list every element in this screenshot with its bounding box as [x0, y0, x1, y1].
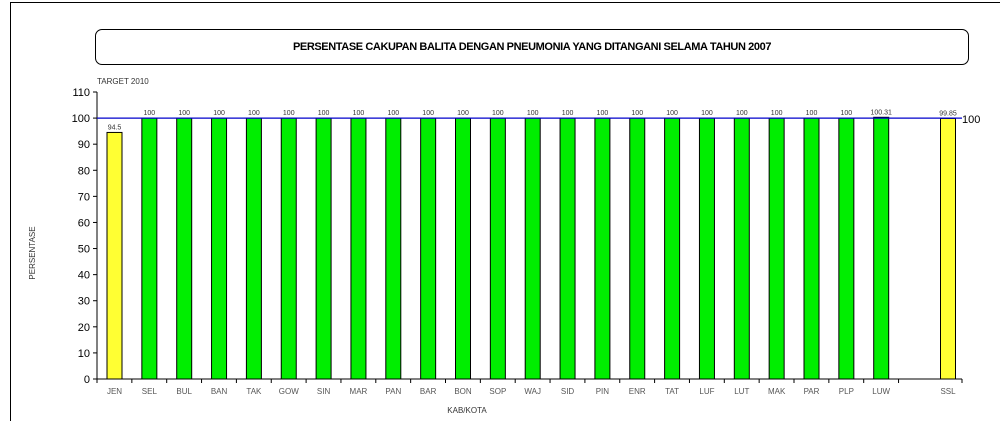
- y-tick-label: 100: [72, 113, 90, 125]
- bar-par: [803, 117, 820, 380]
- bar-plp: [838, 117, 855, 380]
- value-label: 100: [178, 110, 190, 117]
- category-label: BON: [454, 387, 472, 396]
- y-tick-label: 60: [78, 217, 90, 229]
- category-label: PIN: [596, 387, 610, 396]
- value-label: 94.5: [108, 124, 122, 131]
- y-tick-label: 90: [78, 139, 90, 151]
- bar-ban: [211, 117, 228, 380]
- bar-sin: [315, 117, 332, 380]
- y-axis-title: PERSENTASE: [28, 226, 37, 279]
- category-label: LUF: [699, 387, 714, 396]
- bar-waj: [524, 117, 541, 380]
- category-label: BUL: [176, 387, 192, 396]
- category-label: TAK: [246, 387, 262, 396]
- value-label: 100: [666, 110, 678, 117]
- value-label: 100: [422, 110, 434, 117]
- y-tick-label: 10: [78, 348, 90, 360]
- bar-sel: [141, 117, 158, 380]
- value-label: 100: [248, 110, 260, 117]
- category-label: PLP: [839, 387, 854, 396]
- bar-enr: [629, 117, 646, 380]
- category-label: PAN: [385, 387, 401, 396]
- category-label: WAJ: [524, 387, 541, 396]
- y-tick-label: 20: [78, 322, 90, 334]
- category-label: SIN: [317, 387, 331, 396]
- category-label: TAT: [665, 387, 679, 396]
- bar-luf: [698, 117, 715, 380]
- category-label: SSL: [940, 387, 956, 396]
- target-label: TARGET 2010: [97, 77, 149, 86]
- bar-ssl: [940, 117, 956, 380]
- value-label: 100: [806, 110, 818, 117]
- y-tick-label: 40: [78, 270, 90, 282]
- value-label: 100: [736, 110, 748, 117]
- chart-title-box: PERSENTASE CAKUPAN BALITA DENGAN PNEUMON…: [95, 29, 969, 65]
- bar-bul: [176, 117, 193, 380]
- value-label: 100: [562, 110, 574, 117]
- category-label: MAK: [768, 387, 786, 396]
- target-value-label: 100: [962, 114, 980, 126]
- category-label: SOP: [489, 387, 506, 396]
- bar-gow: [280, 117, 297, 380]
- value-label: 100: [841, 110, 853, 117]
- bar-luw: [873, 116, 890, 380]
- value-label: 100.31: [870, 109, 892, 116]
- value-label: 100: [492, 110, 504, 117]
- bar-pan: [385, 117, 402, 380]
- value-label: 100: [283, 110, 295, 117]
- y-tick-label: 0: [84, 374, 90, 386]
- value-label: 100: [387, 110, 399, 117]
- y-tick-label: 70: [78, 191, 90, 203]
- bar-bon: [455, 117, 471, 380]
- y-tick-label: 80: [78, 165, 90, 177]
- value-label: 99.85: [939, 110, 957, 117]
- y-tick-label: 110: [72, 87, 90, 99]
- chart-frame: [10, 2, 1000, 421]
- category-label: LUW: [872, 387, 890, 396]
- bar-sop: [489, 117, 506, 380]
- value-label: 100: [213, 110, 225, 117]
- value-label: 100: [771, 110, 783, 117]
- value-label: 100: [597, 110, 609, 117]
- category-label: GOW: [279, 387, 299, 396]
- bar-jen: [106, 131, 123, 380]
- value-label: 100: [527, 110, 539, 117]
- category-label: MAR: [350, 387, 368, 396]
- value-label: 100: [701, 110, 713, 117]
- bar-bar: [420, 117, 437, 380]
- chart-labels: 0 10 20 30 40 50 60 70 80 90 100 110 94.5 JEN 100 SEL 10…: [72, 87, 957, 396]
- value-label: 100: [144, 110, 156, 117]
- category-label: JEN: [107, 387, 122, 396]
- category-label: SID: [561, 387, 575, 396]
- bar-pin: [594, 117, 611, 380]
- category-label: LUT: [734, 387, 749, 396]
- category-label: PAR: [804, 387, 820, 396]
- bar-sid: [559, 117, 576, 380]
- y-tick-label: 30: [78, 296, 90, 308]
- chart-bars: [97, 116, 962, 380]
- bar-tat: [664, 117, 681, 380]
- x-axis-title: KAB/KOTA: [447, 406, 487, 415]
- bar-mak: [768, 117, 785, 380]
- value-label: 100: [353, 110, 365, 117]
- category-label: ENR: [629, 387, 646, 396]
- bar-mar: [350, 117, 367, 380]
- category-label: SEL: [142, 387, 158, 396]
- y-tick-label: 50: [78, 244, 90, 256]
- bar-lut: [733, 117, 750, 380]
- category-label: BAN: [211, 387, 228, 396]
- value-label: 100: [457, 110, 469, 117]
- chart-title: PERSENTASE CAKUPAN BALITA DENGAN PNEUMON…: [292, 41, 772, 53]
- value-label: 100: [318, 110, 330, 117]
- bar-tak: [245, 117, 262, 380]
- category-label: BAR: [420, 387, 437, 396]
- value-label: 100: [631, 110, 643, 117]
